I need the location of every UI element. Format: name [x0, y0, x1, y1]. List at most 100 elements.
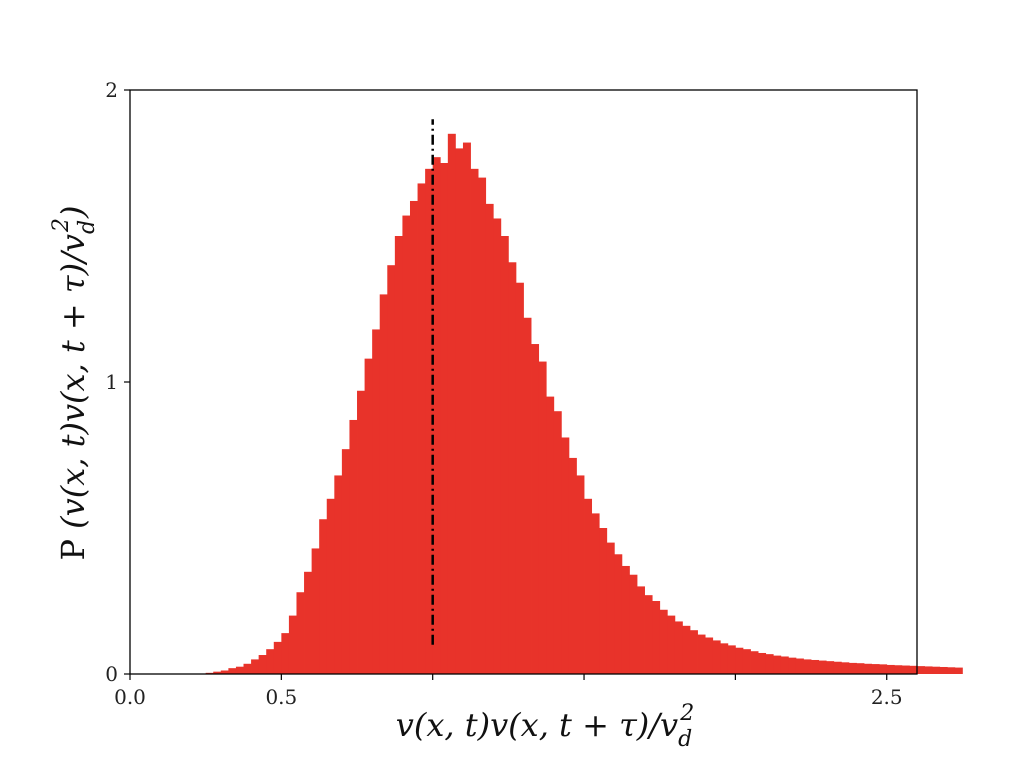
histogram-bar: [932, 666, 941, 674]
histogram-bar: [364, 358, 373, 674]
histogram-bar: [735, 647, 744, 674]
histogram-bar: [667, 615, 676, 674]
histogram-bar: [258, 655, 267, 674]
histogram-bar: [584, 498, 593, 674]
histogram-bar: [402, 215, 411, 674]
histogram-bar: [682, 625, 691, 674]
histogram-bar: [311, 548, 320, 674]
histogram-bar: [750, 651, 759, 674]
histogram-bar: [848, 662, 857, 674]
histogram-bar: [243, 663, 252, 674]
histogram-bar: [379, 294, 388, 674]
histogram-bar: [841, 662, 850, 674]
histogram-bar: [780, 656, 789, 674]
histogram-bar: [425, 168, 434, 674]
histogram-bar: [228, 668, 237, 674]
histogram-bar: [591, 513, 600, 674]
histogram-bar: [954, 667, 963, 674]
axis-ticks: 0.0 0.5 2.5 0 1 2: [105, 78, 902, 709]
histogram-bar: [485, 203, 494, 674]
histogram-bar: [341, 449, 350, 674]
histogram-bar: [576, 475, 585, 674]
histogram-bar: [220, 670, 229, 674]
x-tick-label: 0.0: [114, 685, 146, 709]
histogram-bar: [803, 659, 812, 674]
histogram-bar: [909, 665, 918, 674]
histogram-bar: [538, 361, 547, 674]
y-tick-label: 1: [105, 370, 118, 394]
histogram-bar: [720, 643, 729, 674]
histogram-bar: [546, 396, 555, 674]
histogram-bar: [500, 236, 509, 674]
histogram-bar: [251, 659, 260, 674]
histogram-bar: [659, 609, 668, 674]
histogram-bar: [871, 664, 880, 674]
histogram-bar: [288, 615, 297, 674]
histogram-bar: [833, 661, 842, 674]
histogram-bar: [266, 649, 275, 674]
histogram-bar: [508, 262, 517, 674]
y-axis-label-prefix: P: [54, 529, 92, 561]
histogram-bar: [553, 411, 562, 674]
histogram-bar: [886, 664, 895, 674]
histogram-bar: [304, 571, 313, 674]
histogram-bar: [523, 317, 532, 674]
y-axis-label-subscript: d: [75, 220, 100, 234]
y-axis-label: P (v(x, t)v(x, t + τ)/vd2): [49, 205, 100, 560]
histogram-bar: [795, 658, 804, 674]
y-axis-label-text: (v(x, t)v(x, t + τ)/v: [54, 234, 92, 529]
histogram-bar: [864, 663, 872, 674]
histogram-bar: [531, 344, 540, 674]
histogram-bar: [621, 565, 630, 674]
histogram-bar: [440, 163, 449, 674]
histogram-bar: [742, 649, 751, 674]
x-tick-label: 0.5: [265, 685, 297, 709]
x-axis-label-superscript: 2: [679, 701, 694, 726]
histogram-bar: [788, 657, 797, 674]
histogram-bar: [319, 519, 328, 674]
histogram-bar: [357, 390, 365, 674]
histogram-bar: [470, 168, 479, 674]
histogram-bar: [826, 661, 835, 674]
histogram-bar: [901, 665, 910, 674]
y-tick-label: 2: [105, 78, 118, 102]
histogram-bar: [947, 667, 956, 674]
histogram-bar: [758, 652, 767, 674]
histogram-bar: [273, 641, 282, 674]
histogram-bar: [811, 659, 820, 674]
histogram-bar: [599, 528, 608, 674]
histogram-bar: [349, 419, 358, 674]
histogram-bar: [629, 574, 638, 674]
histogram-bar: [447, 133, 456, 675]
histogram-bar: [326, 498, 335, 674]
histogram-bar: [213, 671, 222, 674]
histogram-bar: [637, 586, 645, 674]
y-tick-label: 0: [105, 662, 118, 686]
histogram-bar: [644, 595, 653, 674]
x-tick-label: 2.5: [871, 685, 903, 709]
histogram-bar: [856, 663, 865, 674]
histogram-bar: [417, 183, 426, 674]
histogram-bar: [432, 157, 441, 674]
histogram-bar: [478, 177, 487, 674]
histogram-bar: [372, 329, 381, 674]
histogram-bar: [652, 601, 661, 674]
histogram-bar: [409, 200, 418, 674]
y-axis-label-suffix: ): [54, 205, 92, 218]
histogram-bar: [281, 633, 290, 674]
histogram-bar: [727, 645, 736, 674]
histogram-bar: [387, 265, 396, 674]
histogram-bar: [697, 634, 706, 674]
histogram-bar: [462, 142, 471, 674]
histogram-bar: [879, 664, 888, 674]
histogram-bar: [455, 148, 464, 674]
x-axis-label: v(x, t)v(x, t + τ)/vd2: [396, 701, 694, 752]
y-axis-label-superscript: 2: [49, 218, 74, 233]
histogram-bar: [334, 475, 343, 674]
histogram-bar: [917, 666, 925, 674]
histogram-bar: [773, 655, 782, 674]
histogram-bar: [939, 666, 948, 674]
histogram-bar: [606, 542, 615, 674]
histogram-bar: [493, 218, 502, 675]
histogram-bar: [561, 437, 570, 674]
